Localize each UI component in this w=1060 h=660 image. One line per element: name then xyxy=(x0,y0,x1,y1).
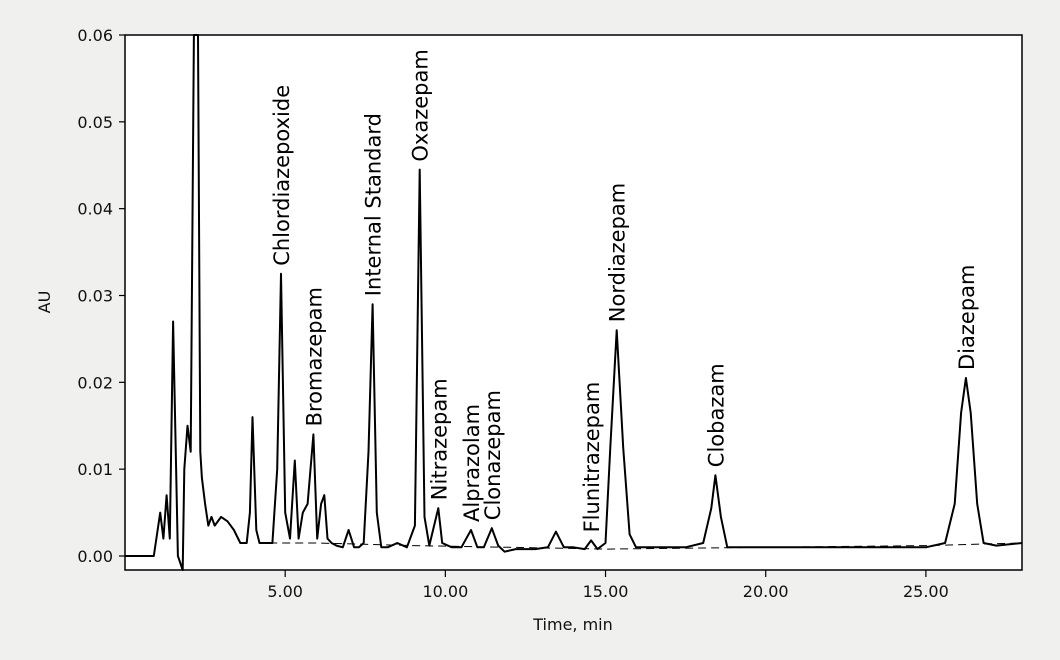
peak-label: Clonazepam xyxy=(481,390,505,520)
peak-label: Internal Standard xyxy=(362,113,386,296)
peak-label: Oxazepam xyxy=(409,49,433,161)
y-tick-label: 0.03 xyxy=(77,287,113,306)
plot-area xyxy=(124,34,1023,571)
chromatogram-trace xyxy=(125,34,1023,571)
y-axis-title: AU xyxy=(35,291,54,314)
peak-label: Alprazolam xyxy=(460,404,484,522)
x-axis-title: Time, min xyxy=(532,615,613,634)
y-axis: 0.00 0.01 0.02 0.03 0.04 0.05 0.06 xyxy=(77,26,125,566)
x-tick-label: 20.00 xyxy=(743,582,789,601)
peak-label: Flunitrazepam xyxy=(580,382,604,533)
x-tick-label: 5.00 xyxy=(267,582,303,601)
y-tick-label: 0.00 xyxy=(77,547,113,566)
y-tick-label: 0.01 xyxy=(77,460,113,479)
y-tick-label: 0.02 xyxy=(77,373,113,392)
peak-label: Clobazam xyxy=(704,363,728,467)
y-tick-label: 0.06 xyxy=(77,26,113,45)
baseline-dashed-line xyxy=(269,542,1023,550)
x-tick-label: 15.00 xyxy=(583,582,629,601)
peak-label: Nitrazepam xyxy=(427,378,451,500)
x-tick-label: 25.00 xyxy=(903,582,949,601)
y-tick-label: 0.04 xyxy=(77,200,113,219)
x-axis: 5.00 10.00 15.00 20.00 25.00 xyxy=(267,570,949,601)
x-tick-label: 10.00 xyxy=(422,582,468,601)
peak-label: Diazepam xyxy=(955,265,979,370)
series-layer xyxy=(125,34,1023,571)
peak-label: Chlordiazepoxide xyxy=(270,85,294,266)
peak-labels: Chlordiazepoxide Bromazepam Internal Stand… xyxy=(270,49,979,532)
y-tick-label: 0.05 xyxy=(77,113,113,132)
peak-label: Nordiazepam xyxy=(606,183,630,322)
peak-label: Bromazepam xyxy=(302,287,326,426)
